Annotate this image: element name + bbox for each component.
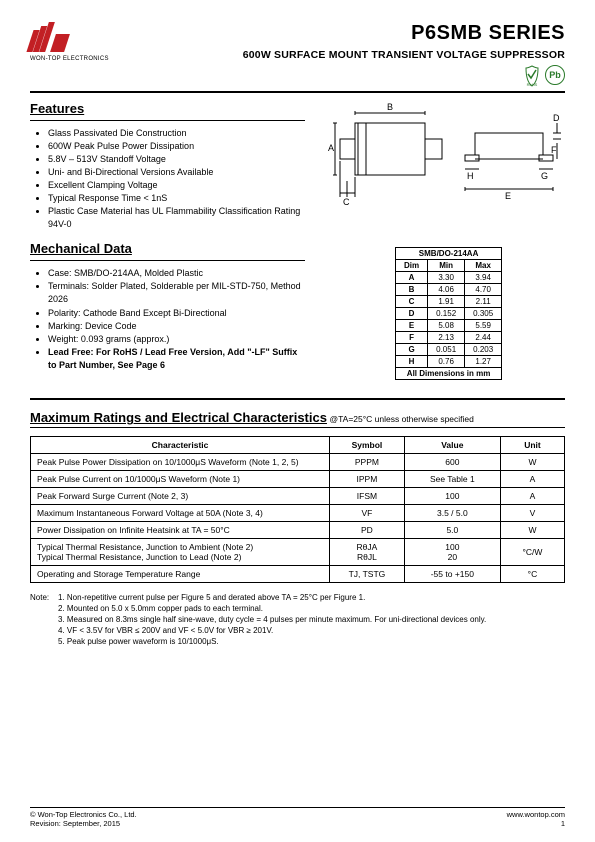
logo-block: WON-TOP ELECTRONICS (30, 22, 109, 62)
list-item: Marking: Device Code (48, 320, 305, 333)
svg-text:RoHS: RoHS (527, 82, 538, 87)
col-header: Value (404, 437, 500, 454)
table-row: Maximum Instantaneous Forward Voltage at… (31, 505, 565, 522)
table-row: Operating and Storage Temperature RangeT… (31, 566, 565, 583)
table-row: A3.303.94 (396, 272, 502, 284)
col-header: Characteristic (31, 437, 330, 454)
col-header: Dim (396, 260, 428, 272)
mech-rule (30, 260, 305, 261)
section-rule (30, 398, 565, 400)
list-item: Case: SMB/DO-214AA, Molded Plastic (48, 267, 305, 280)
list-item: Typical Response Time < 1nS (48, 192, 305, 205)
features-rule (30, 120, 305, 121)
features-list: Glass Passivated Die Construction 600W P… (30, 127, 305, 231)
company-name: WON-TOP ELECTRONICS (30, 56, 109, 62)
list-item: 5.8V – 513V Standoff Voltage (48, 153, 305, 166)
ratings-rule (30, 427, 565, 428)
title-block: P6SMB SERIES 600W SURFACE MOUNT TRANSIEN… (243, 22, 565, 87)
header-rule (30, 91, 565, 93)
ratings-condition: @TA=25°C unless otherwise specified (329, 414, 473, 424)
pb-free-icon: Pb (545, 65, 565, 85)
features-title: Features (30, 101, 305, 116)
table-row: Peak Pulse Current on 10/1000μS Waveform… (31, 471, 565, 488)
compliance-icons: RoHS Pb (243, 65, 565, 87)
col-header: Symbol (330, 437, 405, 454)
dimensions-table: SMB/DO-214AA Dim Min Max A3.303.94 B4.06… (395, 247, 502, 380)
note-item: 5. Peak pulse power waveform is 10/1000μ… (58, 637, 219, 646)
revision: Revision: September, 2015 (30, 819, 137, 828)
ratings-table: Characteristic Symbol Value Unit Peak Pu… (30, 436, 565, 583)
svg-text:B: B (387, 102, 393, 112)
mech-title: Mechanical Data (30, 241, 305, 256)
list-item: 600W Peak Pulse Power Dissipation (48, 140, 305, 153)
ratings-section: Maximum Ratings and Electrical Character… (30, 410, 565, 583)
table-row: B4.064.70 (396, 284, 502, 296)
page-footer: © Won-Top Electronics Co., Ltd. Revision… (30, 807, 565, 828)
page-number: 1 (507, 819, 565, 828)
list-item: Polarity: Cathode Band Except Bi-Directi… (48, 307, 305, 320)
svg-text:F: F (551, 145, 557, 155)
svg-text:C: C (343, 197, 350, 207)
notes-label: Note: (30, 593, 58, 604)
table-row: Typical Thermal Resistance, Junction to … (31, 539, 565, 566)
table-row: H0.761.27 (396, 356, 502, 368)
ratings-title: Maximum Ratings and Electrical Character… (30, 410, 327, 425)
list-item: Weight: 0.093 grams (approx.) (48, 333, 305, 346)
subtitle: 600W SURFACE MOUNT TRANSIENT VOLTAGE SUP… (243, 49, 565, 61)
svg-text:H: H (467, 171, 474, 181)
dim-caption: SMB/DO-214AA (396, 248, 502, 260)
table-row: Characteristic Symbol Value Unit (31, 437, 565, 454)
dim-footer: All Dimensions in mm (396, 368, 502, 380)
mech-row: Mechanical Data Case: SMB/DO-214AA, Mold… (30, 241, 565, 380)
list-item: Terminals: Solder Plated, Solderable per… (48, 280, 305, 306)
page-header: WON-TOP ELECTRONICS P6SMB SERIES 600W SU… (30, 22, 565, 87)
table-row: E5.085.59 (396, 320, 502, 332)
svg-text:A: A (328, 143, 334, 153)
col-header: Min (428, 260, 465, 272)
note-item: 1. Non-repetitive current pulse per Figu… (58, 593, 365, 602)
col-header: Unit (500, 437, 564, 454)
list-item: Plastic Case Material has UL Flammabilit… (48, 205, 305, 231)
svg-text:G: G (541, 171, 548, 181)
svg-text:D: D (553, 113, 560, 123)
series-title: P6SMB SERIES (243, 22, 565, 45)
list-item: Glass Passivated Die Construction (48, 127, 305, 140)
col-header: Max (465, 260, 502, 272)
features-row: Features Glass Passivated Die Constructi… (30, 101, 565, 231)
table-row: Power Dissipation on Infinite Heatsink a… (31, 522, 565, 539)
note-item: 2. Mounted on 5.0 x 5.0mm copper pads to… (58, 604, 263, 613)
copyright: © Won-Top Electronics Co., Ltd. (30, 810, 137, 819)
table-row: D0.1520.305 (396, 308, 502, 320)
table-row: F2.132.44 (396, 332, 502, 344)
table-row: G0.0510.203 (396, 344, 502, 356)
website: www.wontop.com (507, 810, 565, 819)
table-row: C1.912.11 (396, 296, 502, 308)
table-row: Dim Min Max (396, 260, 502, 272)
package-diagram: A C B D F H G (325, 101, 565, 211)
table-row: Peak Pulse Power Dissipation on 10/1000μ… (31, 454, 565, 471)
mech-list: Case: SMB/DO-214AA, Molded Plastic Termi… (30, 267, 305, 371)
company-logo (30, 22, 67, 52)
note-item: 3. Measured on 8.3ms single half sine-wa… (58, 615, 486, 624)
notes-block: Note:1. Non-repetitive current pulse per… (30, 593, 565, 647)
svg-text:E: E (505, 191, 511, 201)
list-item: Excellent Clamping Voltage (48, 179, 305, 192)
list-item: Uni- and Bi-Directional Versions Availab… (48, 166, 305, 179)
table-row: Peak Forward Surge Current (Note 2, 3)IF… (31, 488, 565, 505)
list-item: Lead Free: For RoHS / Lead Free Version,… (48, 346, 305, 372)
note-item: 4. VF < 3.5V for VBR ≤ 200V and VF < 5.0… (58, 626, 273, 635)
rohs-icon: RoHS (523, 65, 541, 87)
